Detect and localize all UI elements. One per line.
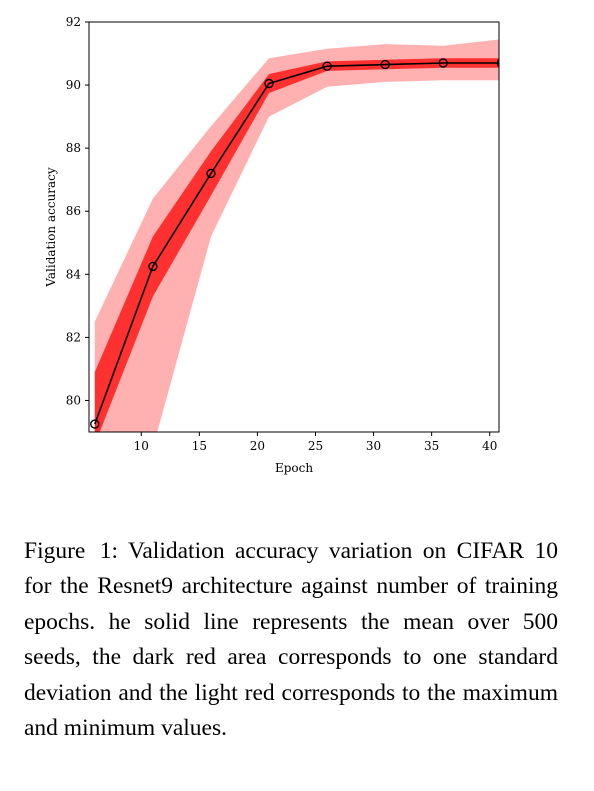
mean-point	[380, 59, 390, 70]
std-band	[94, 58, 499, 432]
mean-point	[438, 58, 448, 68]
mean-point	[264, 78, 274, 89]
y-axis: 80 82 84 86 88 90 92	[66, 15, 89, 407]
figure-caption: Figure 1: Validation accuracy variation …	[24, 534, 558, 747]
mean-point	[206, 168, 216, 179]
plot-frame	[88, 21, 500, 433]
x-tick-label: 20	[250, 439, 265, 453]
mean-line	[94, 62, 499, 425]
x-tick-label: 10	[134, 439, 149, 453]
y-tick-label: 82	[66, 330, 81, 344]
x-axis: 10 15 20 25 30 35 40	[134, 432, 497, 453]
y-axis-label: Validation accuracy	[44, 167, 58, 288]
x-tick-label: 35	[424, 439, 439, 453]
y-tick-label: 90	[66, 78, 81, 92]
x-tick-label: 15	[192, 439, 207, 453]
caption-label: Figure 1:	[24, 537, 119, 564]
chart: 10 15 20 25 30 35 40 80 82 84 86 88 90 92 Epoch Vali…	[44, 15, 500, 475]
y-tick-label: 84	[66, 267, 82, 281]
caption-text: Validation accuracy variation on CIFAR 1…	[24, 537, 558, 742]
series-marks	[90, 58, 499, 429]
y-tick-label: 80	[66, 393, 81, 407]
mean-point	[496, 58, 499, 68]
y-tick-label: 92	[66, 15, 81, 29]
mean-point	[148, 261, 158, 272]
y-tick-label: 86	[66, 204, 81, 218]
mean-point	[322, 61, 332, 71]
x-tick-label: 30	[366, 439, 381, 453]
x-tick-label: 40	[482, 439, 497, 453]
x-axis-label: Epoch	[275, 461, 313, 475]
y-tick-label: 88	[66, 141, 81, 155]
mean-point	[90, 419, 100, 429]
plot-area	[94, 39, 499, 432]
x-tick-label: 25	[308, 439, 323, 453]
